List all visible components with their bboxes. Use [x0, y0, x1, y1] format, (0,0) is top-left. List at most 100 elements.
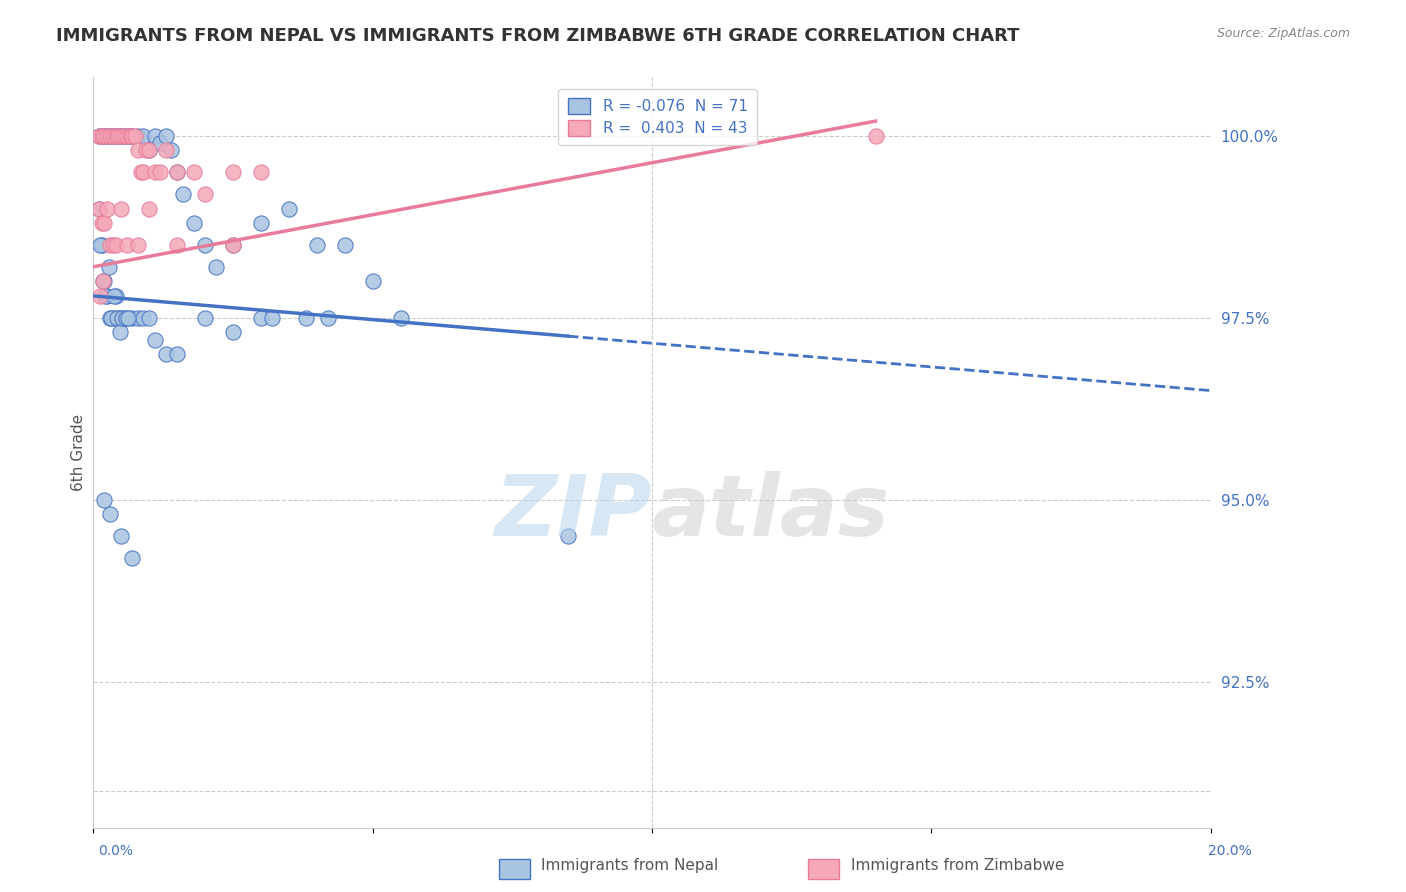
Point — [96, 128, 118, 143]
Point — [222, 165, 245, 179]
Point — [93, 492, 115, 507]
Point — [118, 128, 141, 143]
Text: IMMIGRANTS FROM NEPAL VS IMMIGRANTS FROM ZIMBABWE 6TH GRADE CORRELATION CHART: IMMIGRANTS FROM NEPAL VS IMMIGRANTS FROM… — [56, 27, 1019, 45]
Point — [90, 216, 112, 230]
Point — [138, 310, 160, 325]
Point — [138, 143, 160, 157]
Point — [138, 143, 160, 157]
Point — [115, 238, 138, 252]
Point — [260, 310, 283, 325]
Point — [121, 551, 143, 566]
Point — [250, 310, 273, 325]
Point — [101, 128, 124, 143]
Point — [183, 216, 205, 230]
Point — [166, 165, 188, 179]
Point — [93, 274, 115, 288]
Point — [98, 128, 121, 143]
Point — [115, 310, 138, 325]
Point — [103, 289, 125, 303]
Point — [98, 508, 121, 522]
Point — [557, 529, 579, 543]
Point — [115, 128, 138, 143]
Point — [305, 238, 328, 252]
Point — [127, 143, 149, 157]
Point — [110, 310, 132, 325]
Point — [100, 310, 122, 325]
Point — [155, 143, 177, 157]
Point — [96, 289, 118, 303]
Text: ZIP: ZIP — [495, 471, 652, 554]
Point — [107, 128, 129, 143]
Point — [97, 260, 120, 274]
Point — [132, 165, 155, 179]
Point — [107, 310, 129, 325]
Point — [155, 128, 177, 143]
Point — [149, 165, 172, 179]
Point — [316, 310, 339, 325]
Point — [118, 128, 141, 143]
Point — [166, 238, 188, 252]
Point — [115, 128, 138, 143]
Point — [98, 238, 121, 252]
Point — [94, 289, 117, 303]
Point — [104, 238, 127, 252]
Point — [91, 274, 114, 288]
Point — [87, 202, 110, 216]
Point — [166, 347, 188, 361]
Point — [222, 238, 245, 252]
Point — [91, 274, 114, 288]
Y-axis label: 6th Grade: 6th Grade — [72, 414, 86, 491]
Point — [96, 128, 118, 143]
Point — [93, 128, 115, 143]
Point — [121, 128, 143, 143]
Point — [90, 128, 112, 143]
Point — [250, 216, 273, 230]
Point — [124, 128, 146, 143]
FancyBboxPatch shape — [499, 859, 530, 879]
Text: Source: ZipAtlas.com: Source: ZipAtlas.com — [1216, 27, 1350, 40]
Point — [166, 165, 188, 179]
Point — [127, 128, 149, 143]
Text: 20.0%: 20.0% — [1208, 844, 1251, 858]
Point — [333, 238, 356, 252]
Point — [865, 128, 887, 143]
Point — [107, 128, 129, 143]
Point — [117, 310, 139, 325]
Point — [389, 310, 412, 325]
Text: Immigrants from Zimbabwe: Immigrants from Zimbabwe — [851, 858, 1064, 873]
Point — [98, 128, 121, 143]
Point — [101, 128, 124, 143]
Legend: R = -0.076  N = 71, R =  0.403  N = 43: R = -0.076 N = 71, R = 0.403 N = 43 — [558, 89, 756, 145]
Point — [194, 238, 217, 252]
Point — [127, 238, 149, 252]
Text: 0.0%: 0.0% — [98, 844, 134, 858]
Point — [138, 202, 160, 216]
Point — [194, 186, 217, 201]
Point — [222, 326, 245, 340]
Point — [105, 310, 128, 325]
Point — [183, 165, 205, 179]
Point — [110, 128, 132, 143]
Point — [132, 310, 155, 325]
Point — [129, 165, 152, 179]
Point — [90, 128, 112, 143]
Point — [110, 202, 132, 216]
Point — [104, 128, 127, 143]
Point — [104, 128, 127, 143]
Point — [96, 202, 118, 216]
Point — [155, 347, 177, 361]
Point — [222, 238, 245, 252]
Point — [143, 333, 166, 347]
Point — [112, 128, 135, 143]
Point — [93, 216, 115, 230]
Point — [104, 289, 127, 303]
Point — [143, 128, 166, 143]
Point — [135, 143, 157, 157]
FancyBboxPatch shape — [808, 859, 839, 879]
Point — [172, 186, 194, 201]
Point — [294, 310, 316, 325]
Point — [89, 289, 111, 303]
Point — [121, 310, 143, 325]
Point — [90, 238, 112, 252]
Point — [114, 310, 136, 325]
